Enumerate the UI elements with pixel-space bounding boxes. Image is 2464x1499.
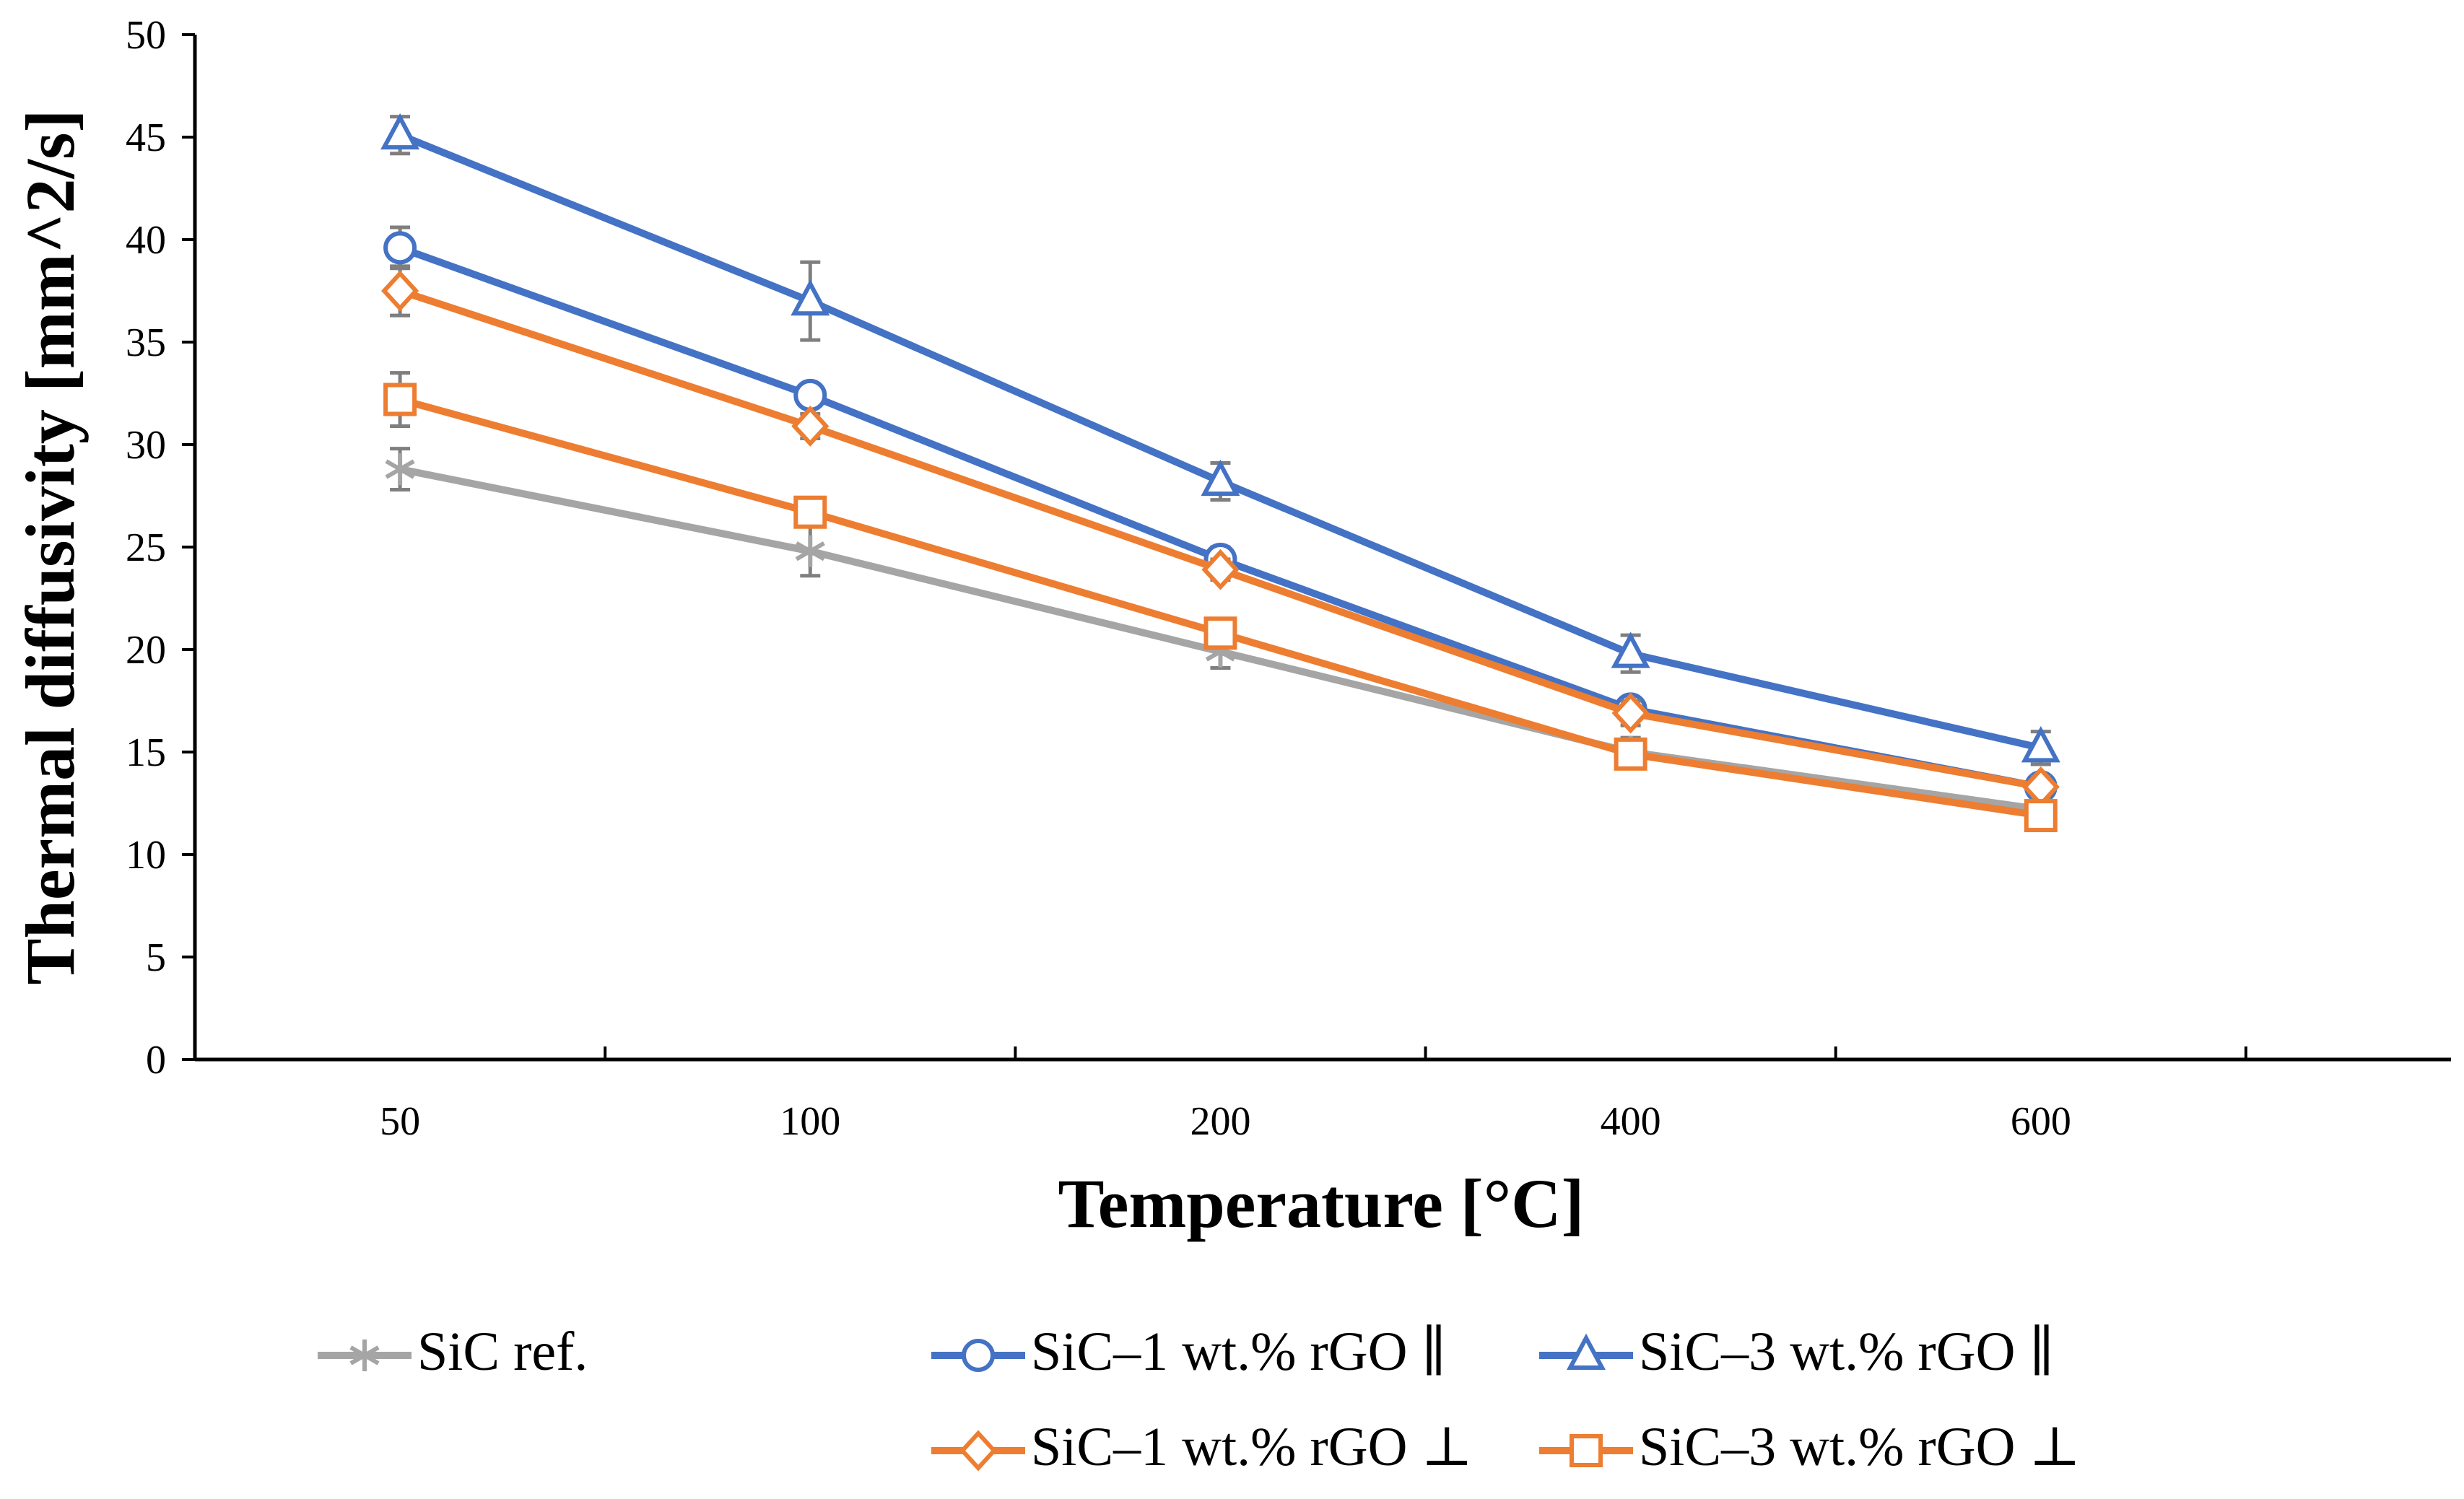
square-marker (383, 383, 417, 416)
triangle-marker (380, 113, 420, 150)
y-axis-ticks: 0 5 10 15 20 25 30 35 40 45 50 (126, 13, 195, 1083)
y-tick-label: 25 (126, 525, 166, 570)
asterisk-marker (385, 453, 415, 486)
asterisk-stroke (795, 541, 825, 561)
legend-label: SiC–3 wt.% rGO ∥ (1639, 1321, 2055, 1382)
legend-item-sic-ref: SiC ref. (318, 1321, 588, 1382)
diamond-marker (791, 406, 830, 447)
triangle-marker (1566, 1333, 1606, 1370)
y-tick-label: 50 (126, 13, 166, 58)
y-tick-label: 40 (126, 218, 166, 263)
asterisk-stroke (385, 459, 415, 479)
circle-marker (383, 231, 417, 265)
asterisk-marker (349, 1340, 380, 1371)
y-tick-label: 15 (126, 730, 166, 775)
triangle-marker (1611, 631, 1650, 668)
series-4 (381, 264, 2060, 808)
series-layer (380, 113, 2060, 833)
circle-marker (793, 378, 827, 412)
asterisk-marker-icon (349, 1340, 380, 1371)
x-tick-label: 50 (380, 1099, 420, 1144)
legend-item-sic-3-parallel: SiC–3 wt.% rGO ∥ (1539, 1321, 2055, 1382)
triangle-marker-icon (1566, 1333, 1606, 1370)
circle-marker-icon (962, 1339, 995, 1372)
square-marker (1570, 1434, 1603, 1467)
square-marker (1614, 737, 1647, 771)
square-marker (2024, 799, 2058, 833)
series-markers (381, 270, 2060, 808)
legend-label: SiC–1 wt.% rGO ∥ (1031, 1321, 1447, 1382)
y-tick-label: 30 (126, 423, 166, 468)
square-marker-icon (1570, 1434, 1603, 1467)
square-marker (793, 495, 827, 529)
legend-label: SiC ref. (417, 1321, 588, 1382)
series-line (399, 287, 2042, 791)
triangle-marker (2021, 725, 2060, 763)
triangle-marker (791, 279, 830, 316)
diamond-marker-icon (959, 1430, 998, 1472)
y-tick-label: 0 (146, 1038, 166, 1083)
diamond-marker (1611, 692, 1650, 734)
x-tick-label: 200 (1190, 1099, 1250, 1144)
diamond-marker (959, 1430, 998, 1472)
square-marker (1203, 616, 1237, 650)
y-tick-label: 35 (126, 320, 166, 365)
legend: SiC ref. SiC–1 wt.% rGO ∥ SiC–3 wt.% rGO… (318, 1321, 2081, 1477)
circle-marker (962, 1339, 995, 1372)
series-5 (383, 371, 2058, 833)
y-tick-label: 5 (146, 935, 166, 980)
legend-item-sic-1-perpendicular: SiC–1 wt.% rGO ⊥ (931, 1417, 1473, 1477)
series-markers (380, 113, 2060, 763)
diamond-marker (1201, 549, 1240, 590)
y-axis-title: Thermal diffusivity [mm^2/s] (12, 109, 89, 984)
asterisk-marker (795, 535, 825, 567)
series-3 (380, 113, 2060, 766)
x-tick-label: 100 (780, 1099, 840, 1144)
legend-item-sic-3-perpendicular: SiC–3 wt.% rGO ⊥ (1539, 1417, 2081, 1477)
y-tick-label: 45 (126, 115, 166, 160)
series-markers (383, 383, 2058, 833)
y-tick-label: 10 (126, 833, 166, 878)
y-tick-label: 20 (126, 628, 166, 673)
diamond-marker (381, 270, 419, 312)
legend-item-sic-1-parallel: SiC–1 wt.% rGO ∥ (931, 1321, 1447, 1382)
x-axis-ticks: 50 100 200 400 600 (380, 1046, 2247, 1144)
legend-label: SiC–3 wt.% rGO ⊥ (1639, 1417, 2081, 1477)
x-tick-label: 400 (1601, 1099, 1661, 1144)
x-tick-label: 600 (2011, 1099, 2071, 1144)
legend-label: SiC–1 wt.% rGO ⊥ (1031, 1417, 1473, 1477)
x-axis-title: Temperature [°C] (1058, 1165, 1585, 1242)
asterisk-stroke (349, 1345, 380, 1365)
triangle-marker (1201, 459, 1240, 497)
